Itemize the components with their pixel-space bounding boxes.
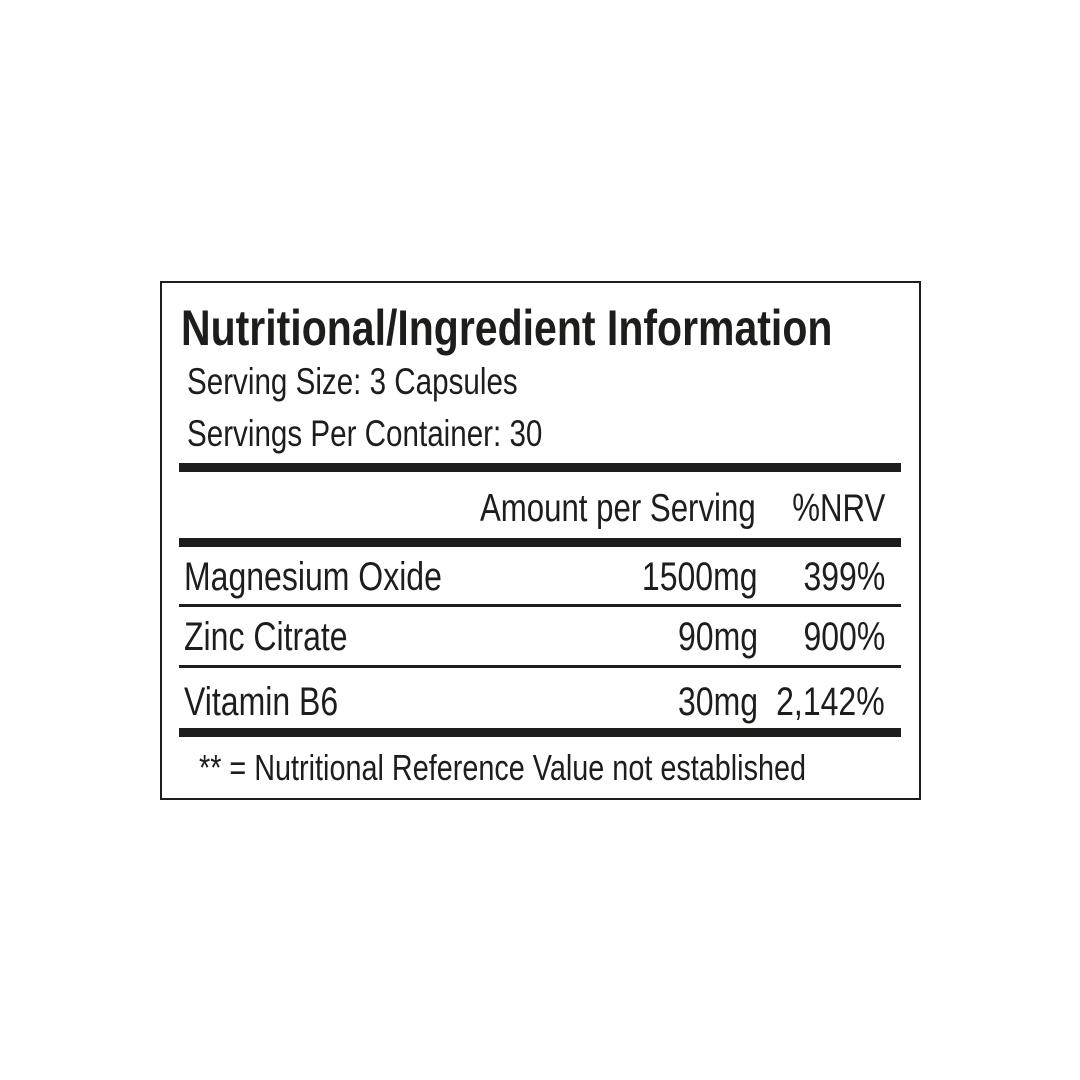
ingredient-amount: 90mg [677,615,758,659]
divider-thick [179,728,901,737]
column-header-amount: Amount per Serving [480,487,756,530]
divider-thin [179,665,901,668]
ingredient-name: Magnesium Oxide [184,555,442,599]
divider-thick [179,463,901,472]
ingredient-amount: 30mg [677,680,758,724]
footnote: ** = Nutritional Reference Value not est… [199,747,807,788]
ingredient-nrv: 900% [803,615,885,659]
servings-per-container: Servings Per Container: 30 [187,413,543,454]
label-title: Nutritional/Ingredient Information [181,300,833,356]
column-header-nrv: %NRV [791,487,885,530]
ingredient-name: Vitamin B6 [184,680,339,724]
ingredient-nrv: 2,142% [776,680,885,724]
serving-size: Serving Size: 3 Capsules [187,361,518,402]
ingredient-amount: 1500mg [642,555,758,599]
divider-thick [179,538,901,547]
ingredient-nrv: 399% [803,555,885,599]
ingredient-name: Zinc Citrate [184,615,348,659]
nutrition-label-box [160,281,921,800]
divider-thin [179,604,901,607]
